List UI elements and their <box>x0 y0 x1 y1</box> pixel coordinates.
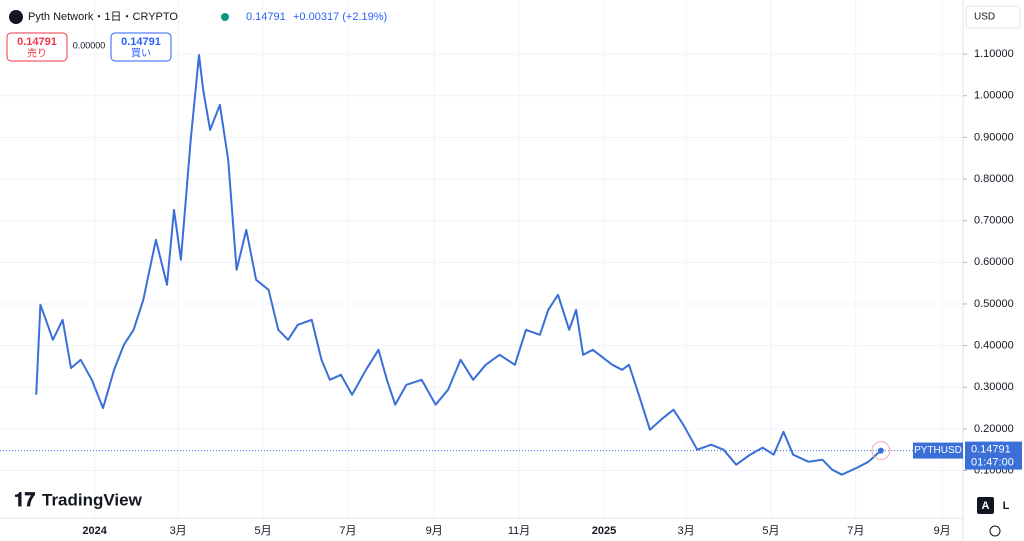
y-tick-label: 0.50000 <box>974 298 1014 310</box>
last-point-halo <box>871 441 891 461</box>
x-tick-label: 11月 <box>508 525 530 537</box>
status-dot <box>221 13 229 21</box>
settings-icon[interactable] <box>989 525 1001 537</box>
price-badge <box>965 441 1022 470</box>
x-tick-label: 2025 <box>592 525 616 537</box>
auto-button[interactable] <box>977 497 994 514</box>
price-badge-label: 0.14791 <box>971 443 1011 455</box>
price-change: +0.00317 (+2.19%) <box>293 11 387 23</box>
x-tick-label: 5月 <box>762 525 779 537</box>
buy-button[interactable] <box>110 32 172 62</box>
buy-price: 0.14791 <box>121 36 161 48</box>
plot <box>0 54 963 476</box>
brand: TradingView <box>42 490 143 509</box>
sell-button[interactable] <box>6 32 68 62</box>
x-tick-label: 7月 <box>847 525 864 537</box>
y-tick-label: 0.70000 <box>974 215 1014 227</box>
symbol-icon <box>9 10 23 24</box>
symbol-title: Pyth Network・1日・CRYPTO <box>28 11 178 23</box>
spread: 0.00000 <box>73 40 106 50</box>
auto-label: A <box>982 500 990 512</box>
y-tick-label: 0.60000 <box>974 256 1014 268</box>
x-tick-label: 3月 <box>678 525 695 537</box>
countdown-label: 01:47:00 <box>971 456 1014 468</box>
x-tick-label: 7月 <box>339 525 356 537</box>
sell-label: 売り <box>27 47 47 60</box>
y-tick-label: 0.20000 <box>974 423 1014 435</box>
y-tick-label: 0.40000 <box>974 340 1014 352</box>
x-tick-label: 2024 <box>82 525 107 537</box>
y-tick-label: 0.80000 <box>974 173 1014 185</box>
currency-button[interactable] <box>965 5 1021 29</box>
x-tick-label: 5月 <box>254 525 271 537</box>
sell-price: 0.14791 <box>17 36 57 48</box>
grid <box>0 0 963 518</box>
currency: USD <box>974 12 995 23</box>
x-tick-label: 9月 <box>934 525 951 537</box>
last-point <box>877 447 884 454</box>
y-tick-label: 1.00000 <box>974 90 1014 102</box>
logo-mark: 𝟏𝟕 <box>14 490 36 511</box>
x-tick-label: 3月 <box>170 525 187 537</box>
buy-label: 買い <box>131 48 151 60</box>
symbol-badge <box>913 442 963 459</box>
price-line <box>35 54 882 476</box>
y-tick-label: 0.90000 <box>974 131 1014 143</box>
x-tick-label: 9月 <box>426 525 443 537</box>
log-label[interactable]: L <box>1003 500 1010 512</box>
last-price: 0.14791 <box>246 11 286 23</box>
y-tick-label: 1.10000 <box>974 48 1014 60</box>
y-tick-label: 0.30000 <box>974 381 1014 393</box>
symbol-badge-label: PYTHUSD <box>914 445 962 456</box>
